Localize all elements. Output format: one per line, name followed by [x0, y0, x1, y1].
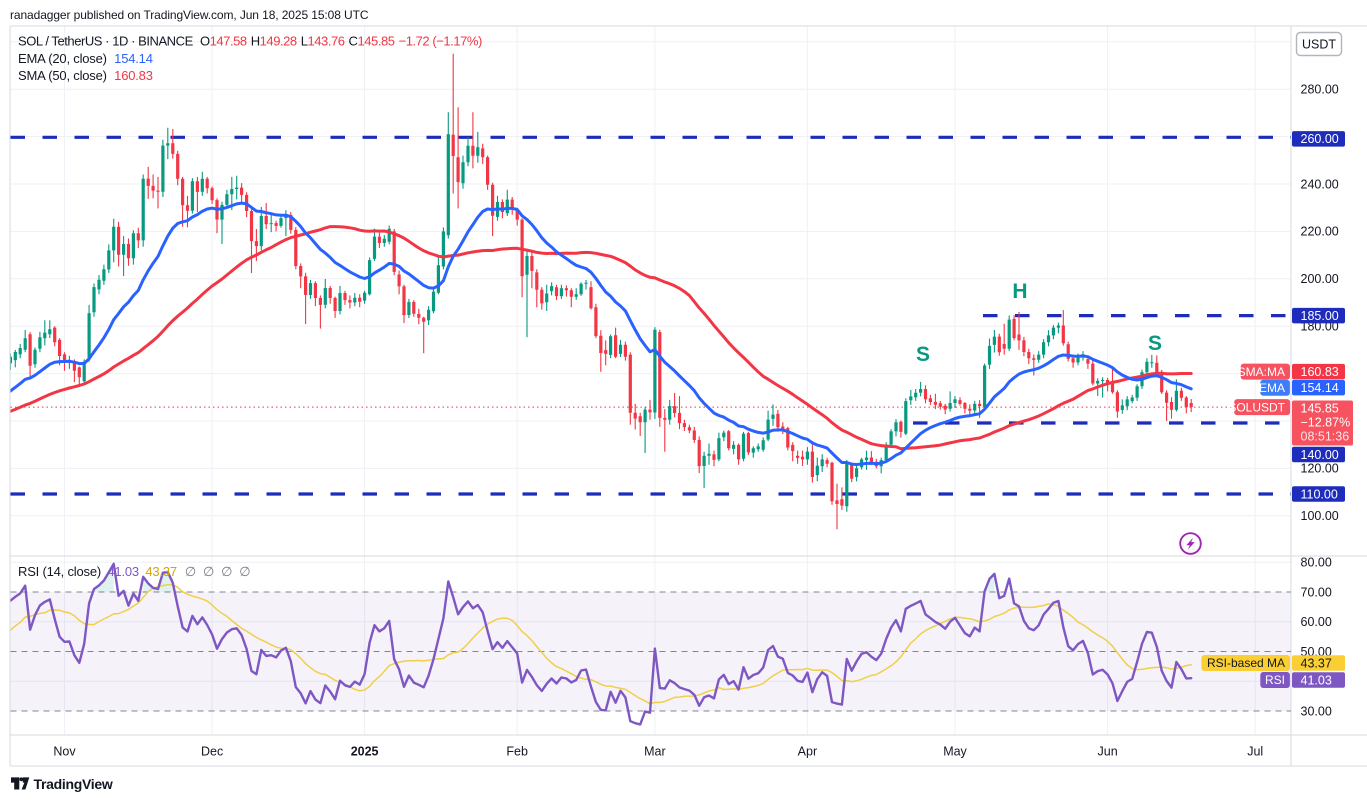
svg-text:Mar: Mar	[644, 745, 666, 759]
svg-text:80.00: 80.00	[1301, 556, 1332, 570]
svg-text:Jun: Jun	[1098, 745, 1118, 759]
svg-text:70.00: 70.00	[1301, 585, 1332, 599]
svg-text:ranadagger published on Tradin: ranadagger published on TradingView.com,…	[10, 8, 369, 22]
svg-text:EMA: EMA	[1259, 381, 1285, 395]
svg-text:43.37: 43.37	[1301, 656, 1332, 670]
svg-text:240.00: 240.00	[1301, 177, 1339, 191]
svg-text:2025: 2025	[351, 745, 379, 759]
svg-text:Apr: Apr	[798, 745, 817, 759]
svg-text:Nov: Nov	[53, 745, 76, 759]
svg-text:145.85: 145.85	[1301, 402, 1339, 416]
svg-text:280.00: 280.00	[1301, 83, 1339, 97]
svg-text:08:51:36: 08:51:36	[1301, 430, 1350, 444]
svg-text:RSI-based MA: RSI-based MA	[1207, 656, 1285, 670]
svg-text:200.00: 200.00	[1301, 272, 1339, 286]
svg-text:USDT: USDT	[1302, 38, 1336, 52]
svg-text:SOL / TetherUS · 1D · BINANCE: SOL / TetherUS · 1D · BINANCE O147.58 H14…	[18, 34, 482, 49]
svg-text:30.00: 30.00	[1301, 704, 1332, 718]
svg-text:SMA:MA: SMA:MA	[1238, 365, 1285, 379]
svg-text:S: S	[1148, 332, 1162, 355]
svg-text:S: S	[916, 343, 930, 366]
svg-text:260.00: 260.00	[1301, 132, 1339, 146]
svg-text:H: H	[1012, 280, 1027, 303]
svg-text:41.03: 41.03	[1301, 673, 1332, 687]
svg-text:154.14: 154.14	[1301, 381, 1339, 395]
svg-text:EMA (20, close) 154.14: EMA (20, close) 154.14	[18, 51, 153, 66]
svg-text:185.00: 185.00	[1301, 309, 1339, 323]
svg-text:100.00: 100.00	[1301, 509, 1339, 523]
svg-text:60.00: 60.00	[1301, 615, 1332, 629]
svg-text:110.00: 110.00	[1301, 487, 1338, 501]
svg-text:120.00: 120.00	[1301, 462, 1339, 476]
svg-text:220.00: 220.00	[1301, 225, 1339, 239]
svg-text:160.83: 160.83	[1301, 365, 1339, 379]
svg-text:140.00: 140.00	[1301, 448, 1339, 462]
svg-text:RSI (14, close) 41.03 43.37∅∅∅: RSI (14, close) 41.03 43.37 ∅ ∅ ∅ ∅	[18, 564, 250, 579]
svg-text:Feb: Feb	[506, 745, 528, 759]
svg-text:SMA (50, close) 160.83: SMA (50, close) 160.83	[18, 68, 153, 83]
svg-text:−12.87%: −12.87%	[1301, 416, 1351, 430]
svg-text:Jul: Jul	[1247, 745, 1263, 759]
svg-text:Dec: Dec	[201, 745, 223, 759]
svg-text:TradingView: TradingView	[34, 776, 113, 792]
svg-text:May: May	[943, 745, 967, 759]
svg-text:RSI: RSI	[1265, 673, 1285, 687]
svg-text:SOLUSDT: SOLUSDT	[1228, 400, 1285, 414]
